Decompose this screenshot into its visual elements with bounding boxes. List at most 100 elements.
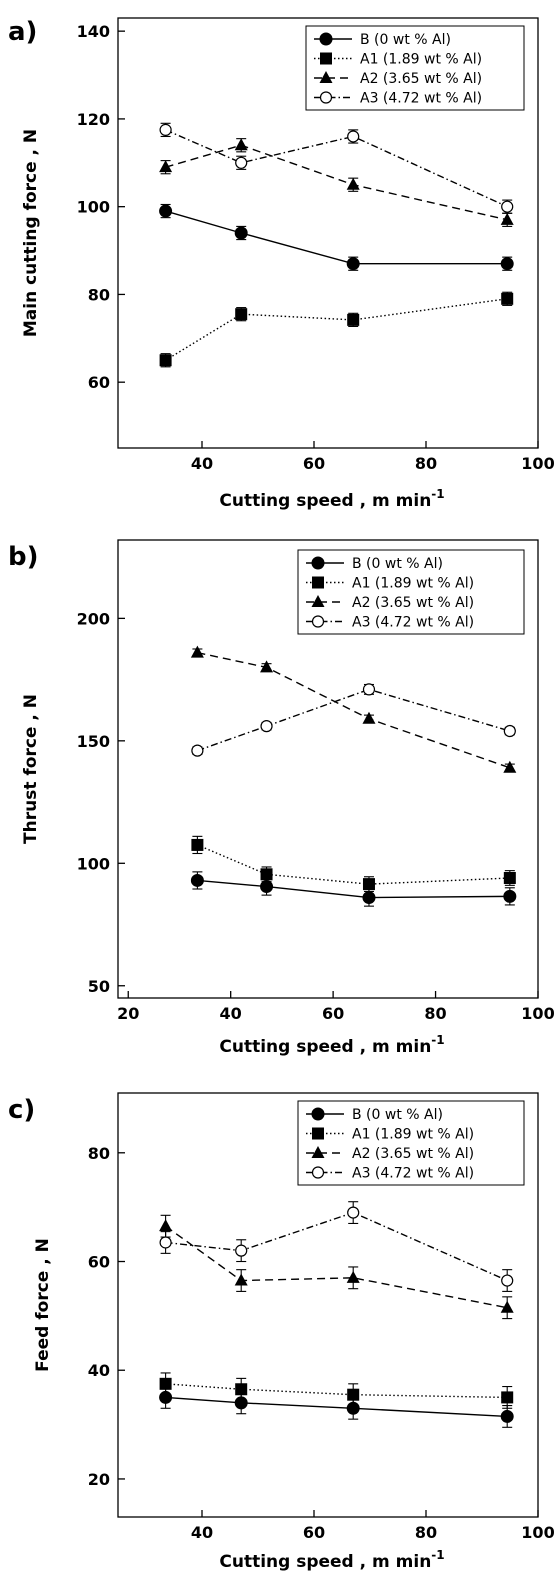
series-line [197,844,510,885]
x-tick-label: 100 [521,1004,554,1023]
x-axis-label: Cutting speed , m min-1 [219,1033,444,1057]
legend-label: A3 (4.72 wt % Al) [352,1166,474,1182]
legend-item: A2 (3.65 wt % Al) [306,1146,474,1162]
data-point [362,878,375,891]
legend-item: A1 (1.89 wt % Al) [306,576,474,592]
legend-marker [319,32,333,46]
legend-label: A2 (3.65 wt % Al) [352,595,474,611]
data-point [260,660,274,673]
x-axis-label: Cutting speed , m min-1 [219,487,444,511]
x-axis-label-superscript: -1 [431,1548,444,1562]
data-point [260,880,274,894]
y-tick-label: 140 [77,22,110,41]
legend-item: A1 (1.89 wt % Al) [314,52,482,68]
y-tick-label: 40 [88,1361,110,1380]
x-tick-label: 100 [521,1523,554,1542]
legend-marker [311,595,325,607]
legend: B (0 wt % Al) A1 (1.89 wt % Al) A2 (3.65 w… [305,25,525,111]
legend-marker [312,576,324,589]
data-point [260,720,273,733]
data-point [346,1270,360,1283]
legend-marker [311,1146,325,1158]
data-point [362,891,376,905]
legend-item: A1 (1.89 wt % Al) [306,1127,474,1143]
y-axis-label: Thrust force , N [21,694,41,844]
data-point [190,645,204,658]
data-point [503,889,517,903]
data-point [346,257,360,271]
data-point [347,313,360,326]
y-axis-label: Main cutting force , N [21,129,41,337]
data-point [190,873,204,887]
y-tick-label: 80 [88,285,110,304]
legend-item: A2 (3.65 wt % Al) [314,71,482,87]
data-point [235,156,248,169]
data-point [159,123,172,136]
data-point [234,226,248,240]
series-line [165,1211,508,1282]
x-tick-label: 40 [191,1523,213,1542]
legend-label: A3 (4.72 wt % Al) [352,615,474,631]
legend-item: B (0 wt % Al) [306,556,443,572]
series-line [197,651,511,769]
data-point [503,760,517,773]
data-point [500,1300,514,1313]
series-line [197,688,511,752]
legend-item: A2 (3.65 wt % Al) [306,595,474,611]
data-point [159,1377,172,1390]
plot-frame [117,539,539,999]
data-point [500,257,514,271]
data-point [159,1236,172,1249]
data-point [501,200,514,213]
panel-label: a) [8,17,37,47]
legend-marker [312,1127,324,1140]
plot-frame [117,1092,539,1518]
data-point [234,138,248,151]
legend-marker [319,71,333,83]
y-tick-label: 200 [77,609,110,628]
data-point [503,871,516,884]
legend-label: B (0 wt % Al) [360,32,451,48]
legend-marker [311,556,325,570]
data-point [235,1244,248,1257]
x-tick-label: 80 [424,1004,446,1023]
panel-label: b) [8,542,39,572]
legend-label: A1 (1.89 wt % Al) [360,52,482,68]
x-axis-label-superscript: -1 [431,487,444,501]
y-tick-label: 100 [77,198,110,217]
legend-box [297,1100,525,1186]
x-tick-label: 60 [322,1004,344,1023]
x-tick-label: 60 [303,454,325,473]
series-2 [191,835,516,893]
series-3 [159,1214,514,1320]
legend-marker [320,52,332,65]
series-3 [190,645,517,773]
legend-label: A3 (4.72 wt % Al) [360,91,482,107]
x-axis-label: Cutting speed , m min-1 [219,1548,444,1572]
series-2 [159,291,514,368]
data-point [503,724,516,738]
series-line [165,210,508,265]
series-line [165,129,508,208]
chart-panel-1: a) 60 80 100 120 140 40 60 80 100 Cutting speed , … [8,17,555,511]
series-3 [159,138,514,227]
y-tick-label: 50 [88,977,110,996]
y-tick-label: 20 [88,1470,110,1489]
x-tick-label: 60 [303,1523,325,1542]
data-point [347,1388,360,1401]
y-tick-label: 100 [77,854,110,873]
data-point [260,868,273,881]
data-point [191,838,204,851]
series-line [165,1225,508,1309]
legend-marker [311,615,325,628]
legend-item: B (0 wt % Al) [306,1107,443,1123]
legend-label: A1 (1.89 wt % Al) [352,576,474,592]
legend-item: B (0 wt % Al) [314,32,451,48]
data-point [346,177,360,190]
data-point [159,1219,173,1232]
x-tick-label: 40 [191,454,213,473]
data-point [235,1383,248,1396]
legend-item: A3 (4.72 wt % Al) [306,615,474,631]
y-tick-label: 80 [88,1144,110,1163]
